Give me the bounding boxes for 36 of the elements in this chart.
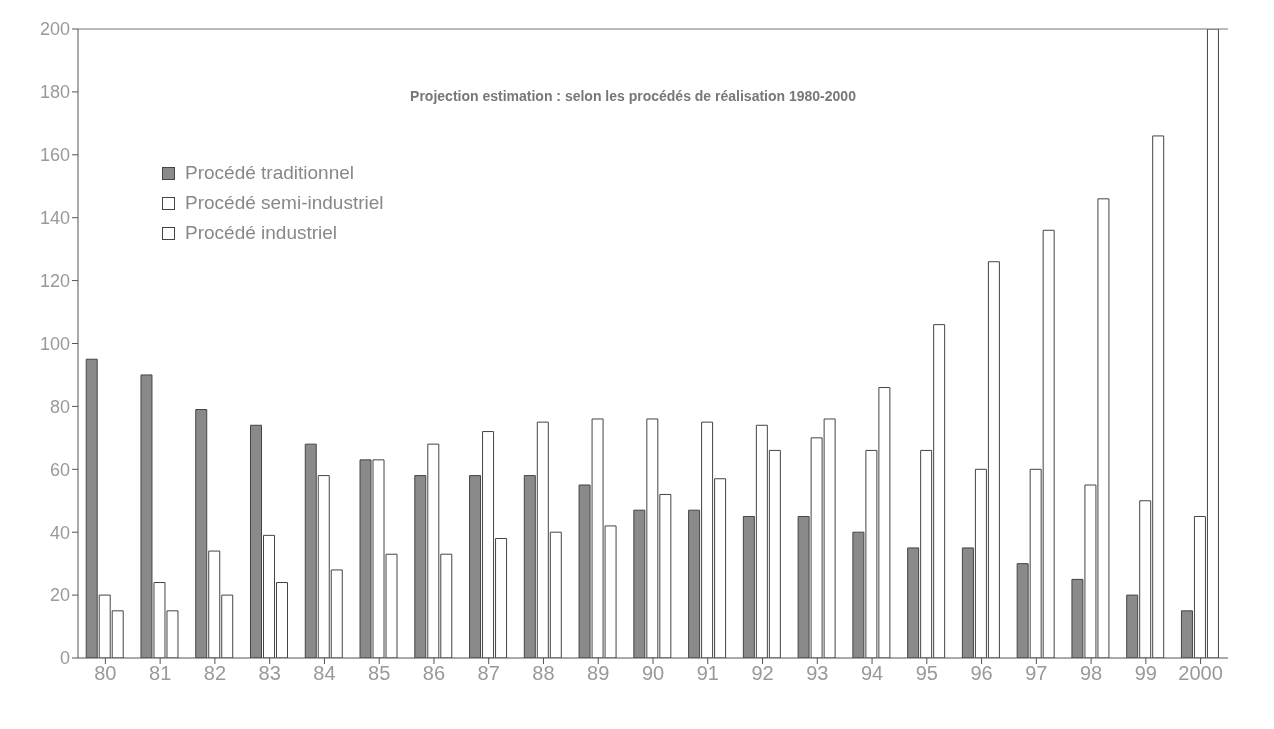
x-tick-label: 94 [860,662,884,685]
x-tick-label: 86 [422,662,446,685]
x-tick-label: 98 [1079,662,1103,685]
y-tick-label: 160 [39,145,70,166]
y-tick-label: 120 [39,270,70,291]
x-tick-label: 81 [149,662,172,685]
x-tick-label: 84 [313,662,336,685]
x-tick-label: 87 [477,662,500,685]
text: Projection estimation : selon les procédés de réalisation 1980-2000 [410,88,856,104]
y-tick-label: 0 [59,648,70,669]
y-tick-label: 20 [49,585,70,606]
x-tick-label: 2000 [1178,662,1223,685]
legend-label: Procédé semi-industriel [185,192,384,214]
x-tick-label: 99 [1134,662,1157,685]
y-tick-label: 100 [39,333,70,354]
x-tick-label: 96 [970,662,993,685]
x-tick-label: 92 [751,662,774,685]
x-tick-label: 82 [203,662,227,685]
x-tick-label: 85 [368,662,391,685]
x-tick-label: 93 [806,662,829,685]
x-tick-label: 91 [696,662,719,685]
x-tick-label: 89 [587,662,610,685]
x-tick-label: 80 [94,662,117,685]
y-tick-label: 80 [49,396,70,417]
y-tick-label: 40 [49,522,70,543]
x-tick-label: 90 [641,662,665,685]
y-tick-label: 200 [39,19,70,40]
y-tick-label: 180 [39,82,70,103]
legend-label: Procédé traditionnel [185,162,354,184]
legend-label: Procédé industriel [185,222,338,244]
y-tick-label: 140 [39,208,70,229]
x-tick-label: 95 [915,662,938,685]
x-tick-label: 97 [1025,662,1048,685]
x-tick-label: 88 [532,662,555,685]
x-tick-label: 83 [258,662,281,685]
y-tick-label: 60 [49,459,70,480]
